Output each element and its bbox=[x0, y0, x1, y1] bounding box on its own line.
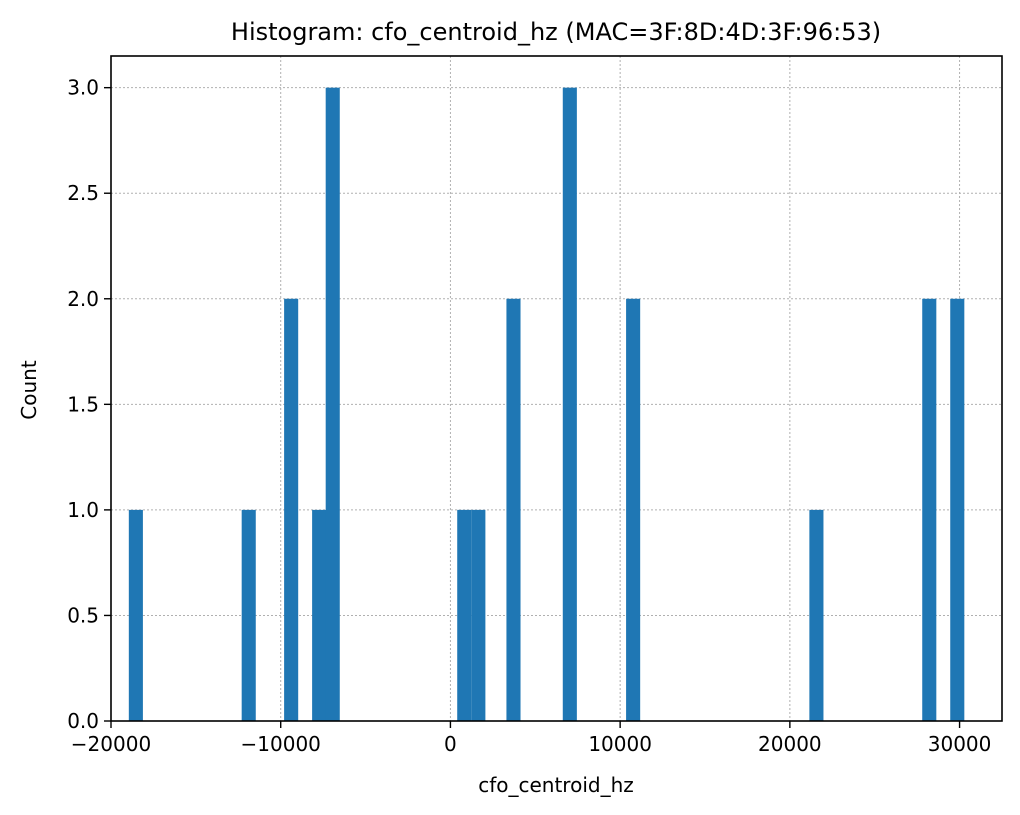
x-tick-label: 10000 bbox=[588, 732, 652, 756]
chart-title: Histogram: cfo_centroid_hz (MAC=3F:8D:4D… bbox=[231, 18, 881, 46]
y-tick-label: 2.5 bbox=[67, 181, 99, 205]
x-tick-label: 30000 bbox=[928, 732, 992, 756]
y-tick-label: 0.0 bbox=[67, 709, 99, 733]
histogram-bar bbox=[809, 509, 824, 721]
histogram-bar bbox=[471, 509, 486, 721]
x-tick-label: 20000 bbox=[758, 732, 822, 756]
histogram-bar bbox=[506, 298, 521, 721]
y-tick-label: 2.0 bbox=[67, 287, 99, 311]
y-tick-label: 1.5 bbox=[67, 392, 99, 416]
y-tick-label: 3.0 bbox=[67, 76, 99, 100]
y-axis-label: Count bbox=[17, 360, 41, 420]
histogram-bar bbox=[562, 87, 577, 721]
y-tick-label: 0.5 bbox=[67, 603, 99, 627]
x-axis-label: cfo_centroid_hz bbox=[478, 773, 634, 797]
x-tick-label: 0 bbox=[444, 732, 457, 756]
histogram-bar bbox=[325, 87, 340, 721]
x-axis-ticks: −20000 −10000 0 10000 20000 30000 bbox=[71, 721, 992, 756]
histogram-bar bbox=[457, 509, 472, 721]
histogram-bar bbox=[312, 509, 327, 721]
x-tick-label: −10000 bbox=[241, 732, 321, 756]
histogram-bar bbox=[626, 298, 641, 721]
x-tick-label: −20000 bbox=[71, 732, 151, 756]
histogram-bar bbox=[241, 509, 256, 721]
histogram-bar bbox=[128, 509, 143, 721]
bars-layer bbox=[128, 87, 965, 721]
y-tick-label: 1.0 bbox=[67, 498, 99, 522]
histogram-bar bbox=[284, 298, 299, 721]
plot-frame bbox=[110, 55, 1003, 722]
histogram-bar bbox=[950, 298, 965, 721]
y-axis-ticks: 0.0 0.5 1.0 1.5 2.0 2.5 3.0 bbox=[67, 76, 111, 733]
histogram-bar bbox=[922, 298, 937, 721]
